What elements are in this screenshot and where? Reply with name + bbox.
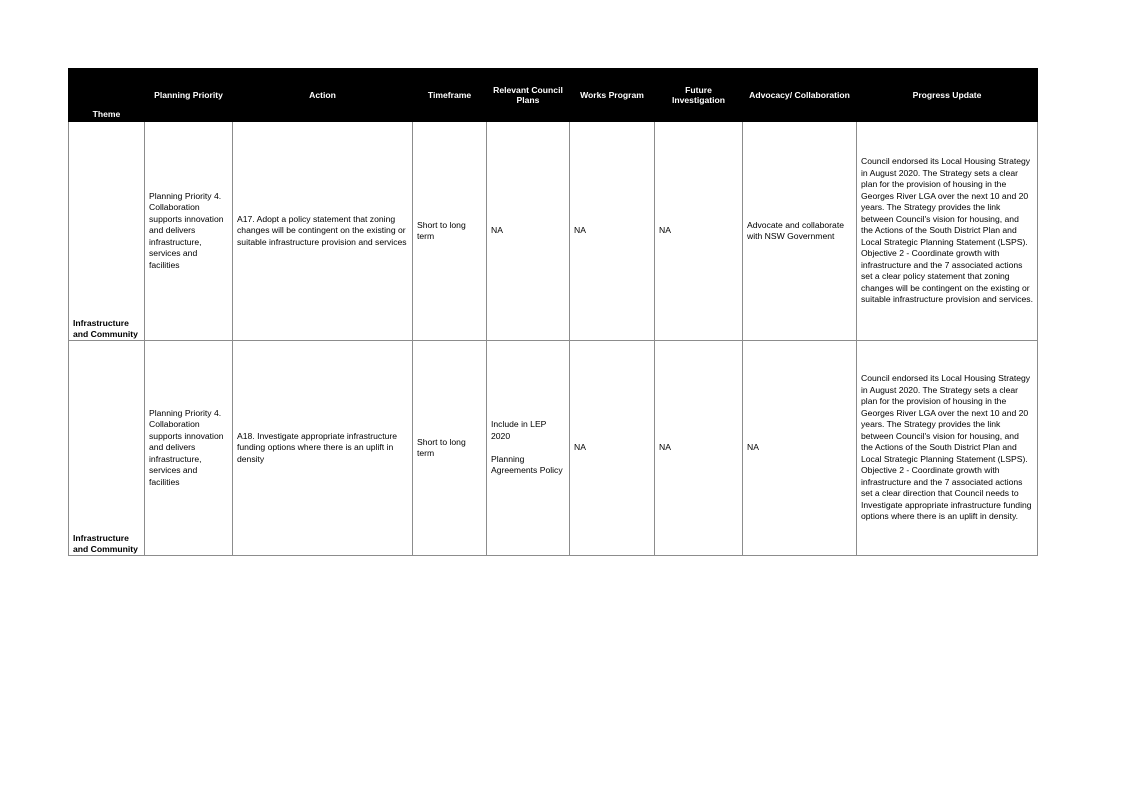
progress-update-cell: Council endorsed its Local Housing Strat… bbox=[856, 340, 1038, 556]
future-investigation-cell: NA bbox=[654, 340, 743, 556]
relevant-council-plans-cell: NA bbox=[486, 121, 570, 341]
advocacy-collaboration-cell: NA bbox=[742, 340, 857, 556]
table-row: Infrastructure and Community Planning Pr… bbox=[68, 121, 1038, 341]
planning-priority-cell: Planning Priority 4. Collaboration suppo… bbox=[144, 121, 233, 341]
progress-table: Theme Planning Priority Action Timeframe… bbox=[68, 68, 1038, 556]
header-planning-priority: Planning Priority bbox=[144, 68, 233, 122]
theme-cell: Infrastructure and Community bbox=[68, 121, 145, 341]
header-works-program: Works Program bbox=[569, 68, 655, 122]
progress-update-cell: Council endorsed its Local Housing Strat… bbox=[856, 121, 1038, 341]
timeframe-cell: Short to long term bbox=[412, 340, 487, 556]
header-future-investigation: Future Investigation bbox=[654, 68, 743, 122]
action-cell: A17. Adopt a policy statement that zonin… bbox=[232, 121, 413, 341]
action-cell: A18. Investigate appropriate infrastruct… bbox=[232, 340, 413, 556]
header-action: Action bbox=[232, 68, 413, 122]
advocacy-collaboration-cell: Advocate and collaborate with NSW Govern… bbox=[742, 121, 857, 341]
header-timeframe: Timeframe bbox=[412, 68, 487, 122]
works-program-cell: NA bbox=[569, 340, 655, 556]
works-program-cell: NA bbox=[569, 121, 655, 341]
header-relevant-council-plans: Relevant Council Plans bbox=[486, 68, 570, 122]
header-progress-update: Progress Update bbox=[856, 68, 1038, 122]
header-advocacy-collaboration: Advocacy/ Collaboration bbox=[742, 68, 857, 122]
table-header-row: Theme Planning Priority Action Timeframe… bbox=[68, 68, 1038, 122]
theme-cell: Infrastructure and Community bbox=[68, 340, 145, 556]
planning-priority-cell: Planning Priority 4. Collaboration suppo… bbox=[144, 340, 233, 556]
header-theme: Theme bbox=[68, 68, 145, 122]
future-investigation-cell: NA bbox=[654, 121, 743, 341]
table-row: Infrastructure and Community Planning Pr… bbox=[68, 340, 1038, 556]
relevant-council-plans-cell: Include in LEP 2020 Planning Agreements … bbox=[486, 340, 570, 556]
timeframe-cell: Short to long term bbox=[412, 121, 487, 341]
